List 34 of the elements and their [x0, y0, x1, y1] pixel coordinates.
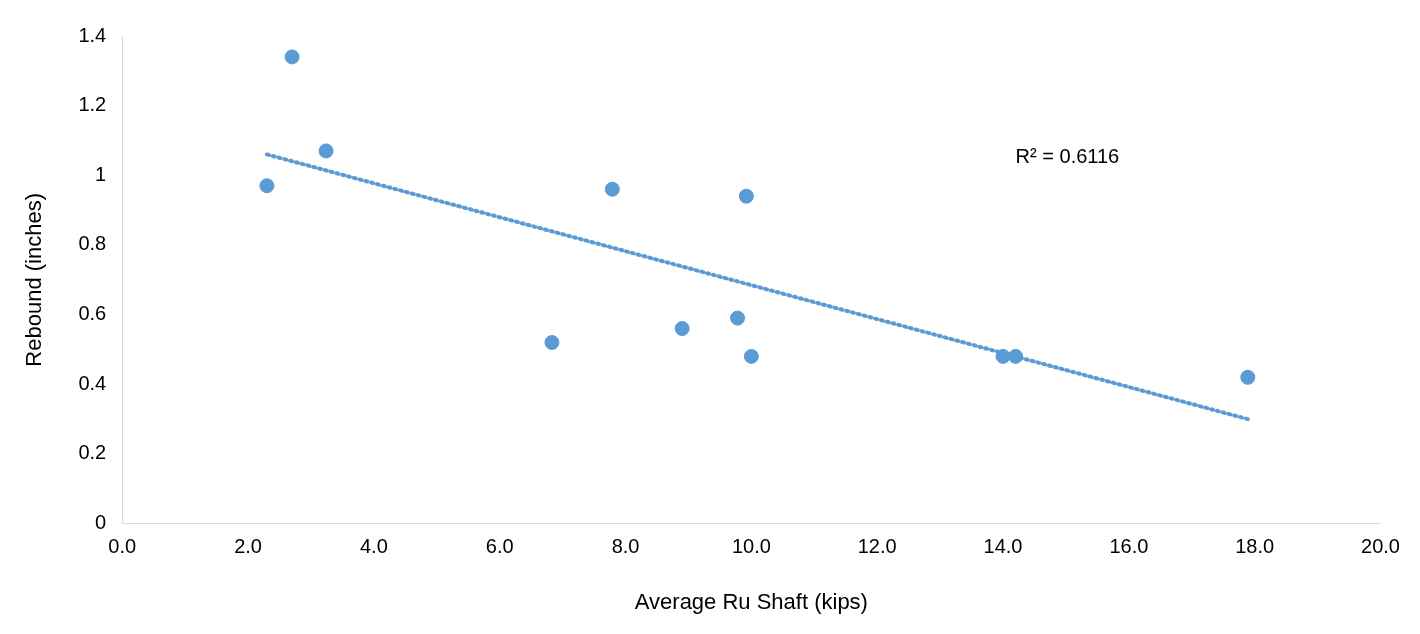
x-tick-label: 12.0	[857, 535, 897, 558]
x-tick-label: 0.0	[108, 535, 137, 558]
point	[604, 181, 620, 197]
point	[284, 49, 300, 65]
x-tick-label: 14.0	[983, 535, 1023, 558]
x-tick-label: 2.0	[234, 535, 262, 558]
point	[259, 178, 275, 194]
point	[1008, 348, 1024, 364]
y-tick-label: 1.2	[78, 93, 107, 116]
point	[730, 310, 746, 326]
x-tick-label: 20.0	[1361, 535, 1401, 558]
y-tick-label: 0	[95, 511, 107, 534]
point	[674, 321, 690, 337]
point	[743, 348, 759, 364]
y-tick-label: 0.4	[78, 371, 107, 394]
x-tick-label: 10.0	[731, 535, 771, 558]
y-tick-label: 0.2	[78, 441, 107, 464]
x-tick-label: 8.0	[611, 535, 640, 558]
x-tick-label: 6.0	[485, 535, 514, 558]
point	[544, 334, 560, 350]
point	[1240, 369, 1256, 385]
point	[738, 188, 754, 204]
y-tick-label: 0.6	[78, 302, 107, 325]
y-tick-label: 1	[95, 162, 107, 185]
x-tick-label: 16.0	[1109, 535, 1149, 558]
annotation: R² = 0.6116	[1015, 145, 1120, 168]
y-axis-title: Rebound (inches)	[21, 192, 47, 367]
x-axis-title: Average Ru Shaft (kips)	[634, 588, 868, 614]
y-tick-label: 1.4	[78, 23, 107, 46]
point	[995, 348, 1011, 364]
x-tick-label: 4.0	[359, 535, 388, 558]
point	[318, 143, 334, 159]
x-tick-label: 18.0	[1235, 535, 1275, 558]
y-tick-label: 0.8	[78, 232, 107, 255]
